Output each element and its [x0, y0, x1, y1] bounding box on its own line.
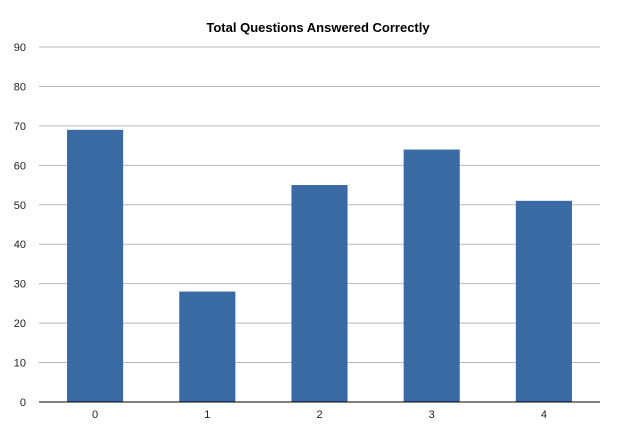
y-tick-label-20: 20 — [14, 318, 26, 330]
y-tick-label-70: 70 — [14, 121, 26, 133]
y-tick-label-60: 60 — [14, 160, 26, 172]
y-tick-label-80: 80 — [14, 81, 26, 93]
y-tick-label-50: 50 — [14, 200, 26, 212]
bar-2 — [291, 185, 348, 402]
bars — [67, 129, 572, 403]
bar-4 — [515, 200, 572, 402]
x-tick-label-2: 2 — [316, 409, 322, 421]
x-axis-ticks: 0 1 2 3 4 — [92, 409, 547, 421]
bar-3 — [403, 149, 460, 402]
bar-0 — [67, 129, 124, 403]
y-tick-label-40: 40 — [14, 239, 26, 251]
y-tick-label-0: 0 — [20, 397, 26, 409]
y-tick-label-30: 30 — [14, 279, 26, 291]
y-tick-label-90: 90 — [14, 42, 26, 54]
x-tick-label-3: 3 — [429, 409, 435, 421]
bar-1 — [179, 291, 236, 402]
y-axis-ticks: 0 10 20 30 40 50 60 70 80 90 — [14, 42, 26, 409]
chart-title: Total Questions Answered Correctly — [206, 20, 430, 35]
x-tick-label-0: 0 — [92, 409, 98, 421]
x-tick-label-1: 1 — [204, 409, 210, 421]
y-tick-label-10: 10 — [14, 358, 26, 370]
x-tick-label-4: 4 — [541, 409, 547, 421]
